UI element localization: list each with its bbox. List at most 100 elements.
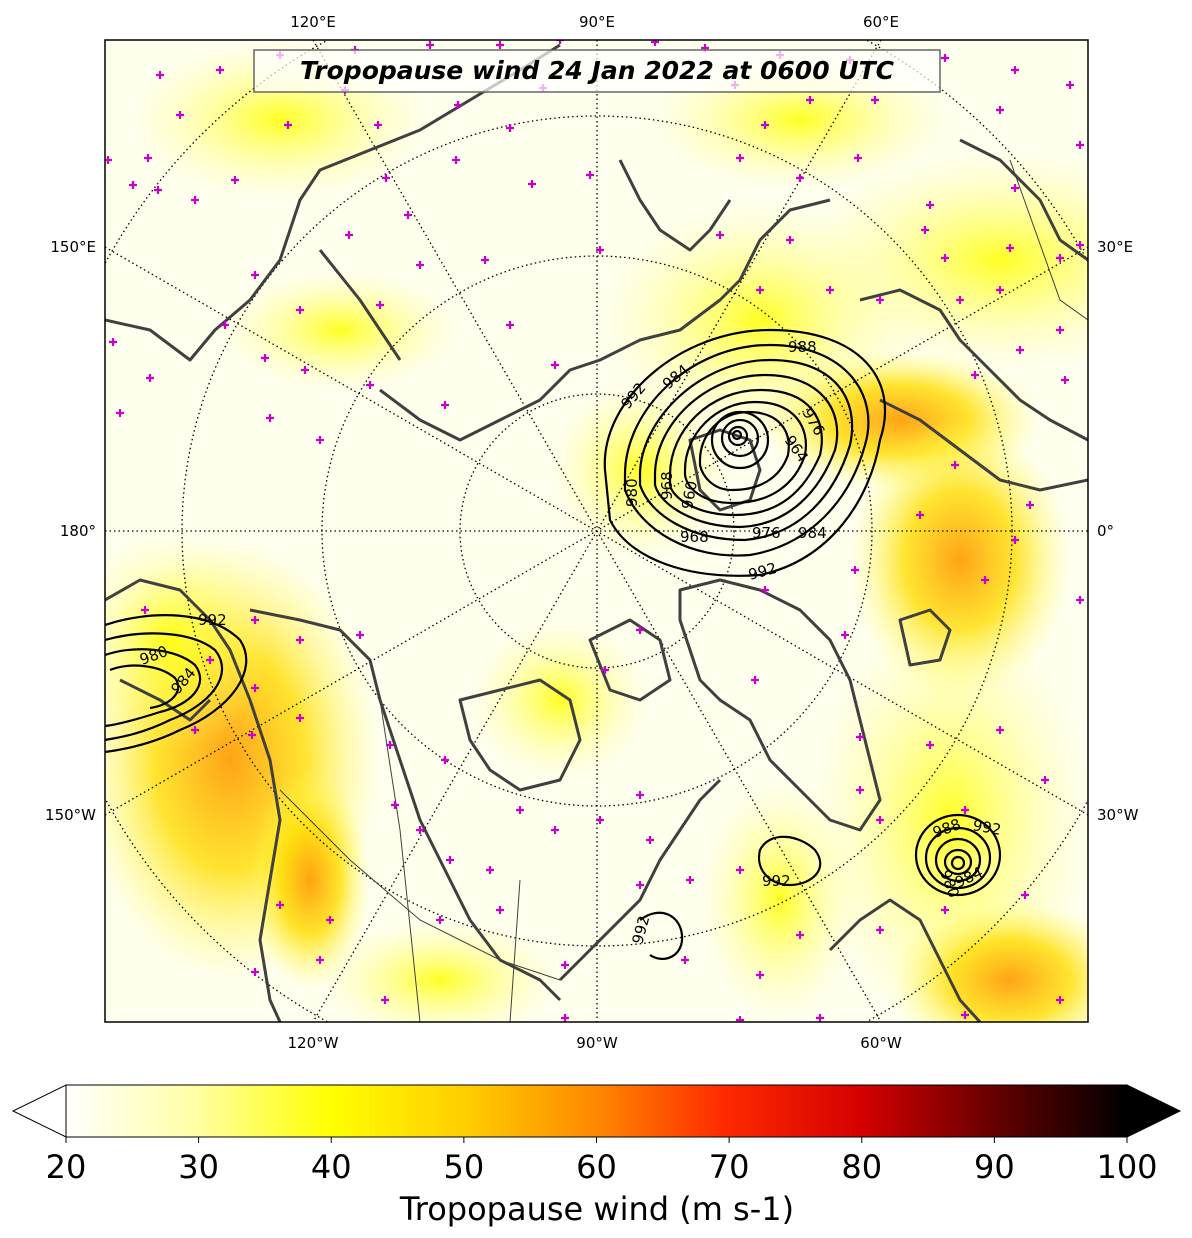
station-marker bbox=[996, 726, 1004, 734]
station-marker bbox=[416, 261, 424, 269]
station-marker bbox=[191, 726, 199, 734]
station-marker bbox=[876, 926, 884, 934]
contour-label: 976 bbox=[752, 524, 781, 542]
lon-label-top: 60°E bbox=[863, 13, 899, 31]
station-marker bbox=[1056, 996, 1064, 1004]
station-marker bbox=[154, 186, 162, 194]
station-marker bbox=[366, 381, 374, 389]
station-marker bbox=[786, 236, 794, 244]
station-marker bbox=[144, 154, 152, 162]
station-marker bbox=[761, 586, 769, 594]
station-marker bbox=[981, 576, 989, 584]
station-marker bbox=[681, 956, 689, 964]
station-marker bbox=[382, 174, 390, 182]
pressure-contours bbox=[105, 328, 1002, 961]
station-marker bbox=[551, 826, 559, 834]
contour-label: 992 bbox=[198, 611, 227, 629]
station-marker bbox=[374, 121, 382, 129]
contour-992-mid-atlantic bbox=[914, 813, 1002, 897]
station-marker bbox=[921, 226, 929, 234]
station-marker bbox=[454, 101, 462, 109]
coastlines bbox=[105, 43, 1088, 1022]
contour-label: 984 bbox=[798, 524, 827, 542]
station-marker bbox=[1016, 346, 1024, 354]
station-marker bbox=[416, 826, 424, 834]
colorbar-tick-label: 80 bbox=[841, 1148, 882, 1186]
station-marker bbox=[316, 436, 324, 444]
colorbar-tick-label: 30 bbox=[178, 1148, 219, 1186]
station-marker bbox=[1056, 254, 1064, 262]
lon-label-right: 30°E bbox=[1097, 238, 1133, 256]
station-marker bbox=[481, 256, 489, 264]
station-marker bbox=[941, 906, 949, 914]
station-marker bbox=[636, 881, 644, 889]
station-marker bbox=[971, 371, 979, 379]
station-marker bbox=[856, 786, 864, 794]
station-marker bbox=[854, 154, 862, 162]
colorbar-tick-label: 20 bbox=[46, 1148, 87, 1186]
station-marker bbox=[446, 856, 454, 864]
station-marker bbox=[452, 156, 460, 164]
colorbar-bar bbox=[65, 1084, 1128, 1138]
lon-label-bottom: 120°W bbox=[288, 1034, 339, 1052]
station-marker bbox=[251, 968, 259, 976]
station-marker bbox=[496, 41, 504, 49]
station-marker bbox=[1021, 891, 1029, 899]
station-marker bbox=[296, 636, 304, 644]
station-marker bbox=[941, 54, 949, 62]
lon-label-left: 150°W bbox=[45, 806, 96, 824]
station-marker bbox=[296, 714, 304, 722]
contour-992-pacific bbox=[105, 614, 248, 754]
station-marker bbox=[176, 111, 184, 119]
station-marker bbox=[876, 296, 884, 304]
station-marker bbox=[528, 180, 536, 188]
station-marker bbox=[871, 96, 879, 104]
station-marker bbox=[441, 756, 449, 764]
station-marker bbox=[596, 816, 604, 824]
station-marker bbox=[109, 338, 117, 346]
station-marker bbox=[996, 286, 1004, 294]
colorbar-extend-min bbox=[11, 1084, 67, 1138]
station-marker bbox=[261, 354, 269, 362]
station-marker bbox=[496, 906, 504, 914]
station-marker bbox=[796, 174, 804, 182]
lon-label-bottom: 60°W bbox=[860, 1034, 902, 1052]
station-marker bbox=[1026, 501, 1034, 509]
station-marker bbox=[231, 176, 239, 184]
colorbar-tick-label: 100 bbox=[1096, 1148, 1157, 1186]
title-box: Tropopause wind 24 Jan 2022 at 0600 UTC bbox=[253, 49, 941, 93]
lon-label-top: 90°E bbox=[579, 13, 615, 31]
contour-992-labrador bbox=[757, 835, 822, 887]
station-marker bbox=[951, 461, 959, 469]
station-marker bbox=[961, 806, 969, 814]
station-marker bbox=[941, 254, 949, 262]
station-marker bbox=[381, 996, 389, 1004]
station-marker bbox=[301, 366, 309, 374]
contour-label: 992 bbox=[762, 872, 791, 890]
map-panel[interactable]: 988 984 992 976 964 968 980 960 968 976 … bbox=[37, 0, 1192, 1091]
map-frame bbox=[104, 39, 1089, 1023]
station-marker bbox=[961, 1011, 969, 1019]
borders bbox=[279, 159, 1088, 1022]
station-marker bbox=[736, 154, 744, 162]
station-marker bbox=[516, 806, 524, 814]
station-marker bbox=[216, 66, 224, 74]
station-marker bbox=[856, 733, 864, 741]
contour-label: 988 bbox=[788, 338, 817, 356]
lon-label-bottom: 90°W bbox=[576, 1034, 618, 1052]
station-marker bbox=[1041, 776, 1049, 784]
station-marker bbox=[316, 956, 324, 964]
station-marker bbox=[486, 866, 494, 874]
station-marker bbox=[156, 71, 164, 79]
station-marker bbox=[806, 96, 814, 104]
station-marker bbox=[436, 916, 444, 924]
lon-label-top: 120°E bbox=[290, 13, 336, 31]
colorbar-tick-label: 50 bbox=[444, 1148, 485, 1186]
station-marker bbox=[326, 916, 334, 924]
station-marker bbox=[551, 361, 559, 369]
graticule bbox=[105, 40, 1088, 1022]
station-marker bbox=[796, 931, 804, 939]
station-marker bbox=[191, 196, 199, 204]
station-marker bbox=[296, 306, 304, 314]
station-marker bbox=[266, 414, 274, 422]
